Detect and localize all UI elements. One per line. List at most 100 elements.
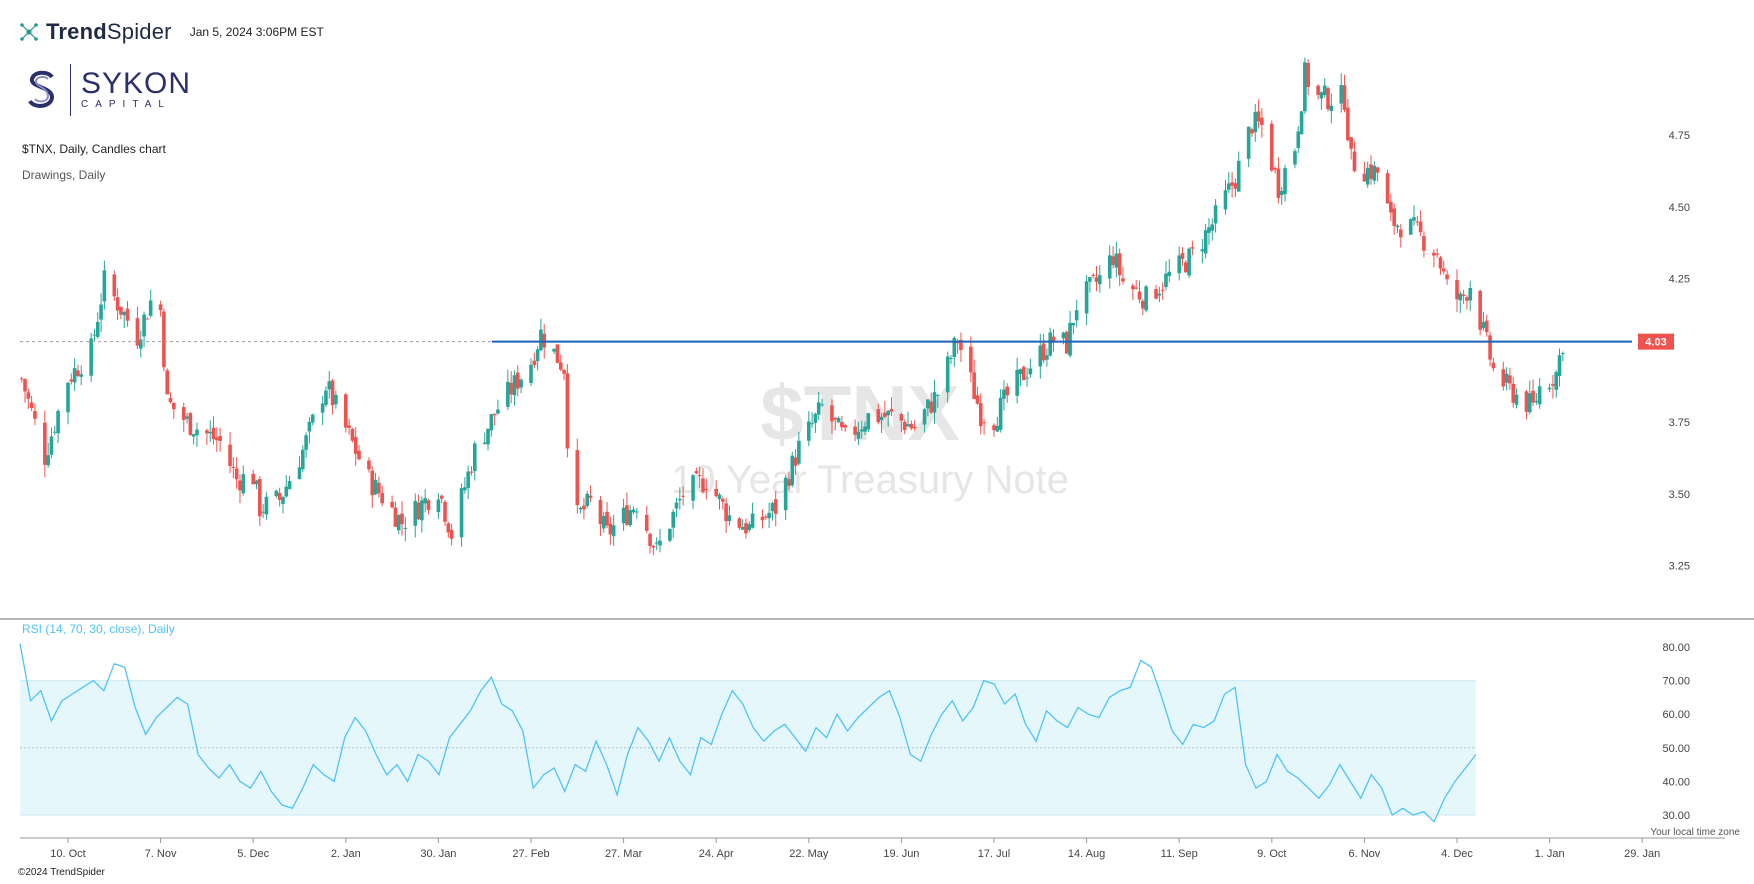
candle-body bbox=[1299, 111, 1304, 135]
sykon-s-mark-icon bbox=[28, 70, 55, 108]
candle-body bbox=[439, 495, 444, 499]
candle-body bbox=[691, 475, 695, 501]
chart-title: $TNX, Daily, Candles chart bbox=[22, 142, 166, 156]
candle-body bbox=[740, 526, 745, 530]
candle-body bbox=[320, 403, 325, 413]
candle-body bbox=[783, 477, 788, 511]
candle-body bbox=[542, 333, 547, 348]
candle-body bbox=[582, 505, 586, 510]
candle-body bbox=[307, 421, 312, 432]
candle-body bbox=[76, 370, 80, 377]
drawings-label[interactable]: Drawings, Daily bbox=[22, 168, 106, 182]
candle-body bbox=[631, 509, 636, 513]
candle-body bbox=[264, 496, 269, 515]
candle-body bbox=[565, 373, 570, 449]
candle-body bbox=[972, 372, 976, 400]
x-tick-label: 6. Nov bbox=[1349, 848, 1381, 860]
candle-body bbox=[506, 381, 510, 407]
candle-body bbox=[373, 479, 378, 495]
candle-body bbox=[162, 311, 166, 368]
candle-body bbox=[644, 514, 649, 531]
candle-body bbox=[952, 338, 957, 358]
candle-body bbox=[1385, 173, 1390, 204]
x-tick-label: 10. Oct bbox=[50, 848, 85, 860]
candle-body bbox=[350, 428, 355, 441]
candle-body bbox=[56, 410, 60, 434]
candle-body bbox=[1481, 321, 1486, 328]
price-tick-label: 4.50 bbox=[1669, 202, 1690, 214]
candle-body bbox=[168, 397, 173, 403]
candle-body bbox=[1319, 92, 1324, 99]
candle-body bbox=[1273, 167, 1277, 170]
candle-body bbox=[863, 426, 867, 432]
candle-body bbox=[704, 488, 709, 490]
candle-body bbox=[515, 372, 520, 389]
candle-body bbox=[906, 424, 910, 427]
candles-series[interactable] bbox=[19, 57, 1565, 556]
candle-body bbox=[1021, 366, 1026, 381]
candle-body bbox=[1250, 129, 1254, 134]
candle-body bbox=[1422, 236, 1426, 251]
x-tick-label: 2. Jan bbox=[331, 848, 361, 860]
rsi-label[interactable]: RSI (14, 70, 30, close), Daily bbox=[22, 622, 175, 636]
candle-body bbox=[747, 524, 752, 531]
candle-body bbox=[251, 473, 255, 485]
candle-body bbox=[135, 318, 140, 346]
rsi-tick-label: 50.00 bbox=[1662, 743, 1690, 755]
rsi-line-layer[interactable] bbox=[19, 643, 1477, 823]
candle-body bbox=[357, 450, 361, 460]
rsi-tick-label: 40.00 bbox=[1662, 776, 1690, 788]
candle-body bbox=[238, 480, 242, 491]
candle-body bbox=[1441, 268, 1446, 272]
candle-body bbox=[89, 338, 93, 376]
candle-body bbox=[1303, 62, 1307, 112]
candle-body bbox=[598, 500, 603, 525]
candle-body bbox=[188, 413, 193, 435]
candle-body bbox=[764, 516, 768, 518]
candle-body bbox=[1260, 117, 1264, 126]
candle-body bbox=[1537, 386, 1542, 405]
candle-body bbox=[532, 360, 537, 365]
candle-body bbox=[1408, 219, 1413, 235]
candle-body bbox=[1352, 151, 1357, 172]
candle-body bbox=[254, 480, 259, 485]
candle-body bbox=[1465, 297, 1469, 301]
candle-body bbox=[1362, 173, 1367, 182]
candle-body bbox=[1048, 332, 1053, 356]
candle-body bbox=[1213, 205, 1218, 224]
candle-body bbox=[367, 460, 371, 470]
candle-body bbox=[866, 413, 871, 430]
candle-body bbox=[770, 502, 775, 512]
candle-body bbox=[621, 507, 626, 524]
x-tick-label: 17. Jul bbox=[978, 848, 1010, 860]
candle-body bbox=[1227, 183, 1231, 190]
candle-body bbox=[370, 470, 375, 496]
candle-body bbox=[1203, 230, 1208, 254]
candle-body bbox=[694, 471, 699, 474]
candle-body bbox=[701, 478, 705, 492]
candle-body bbox=[195, 429, 199, 436]
candle-body bbox=[231, 466, 236, 469]
candle-body bbox=[29, 402, 34, 409]
candle-body bbox=[773, 499, 778, 514]
candle-body bbox=[330, 380, 335, 406]
candle-body bbox=[945, 356, 950, 393]
candle-body bbox=[625, 505, 629, 525]
candle-body bbox=[277, 492, 282, 500]
candle-body bbox=[935, 395, 940, 397]
logo-subtitle: CAPITAL bbox=[81, 99, 171, 110]
level-layer[interactable]: 4.03 bbox=[20, 333, 1674, 350]
candle-body bbox=[1534, 400, 1539, 403]
candle-body bbox=[1554, 372, 1559, 390]
candle-body bbox=[1514, 394, 1519, 405]
candle-body bbox=[883, 412, 887, 417]
candle-body bbox=[400, 513, 404, 525]
chart-timestamp: Jan 5, 2024 3:06PM EST bbox=[189, 25, 324, 39]
candle-body bbox=[1279, 190, 1284, 196]
candle-body bbox=[575, 450, 580, 506]
candle-body bbox=[585, 493, 590, 507]
candle-body bbox=[750, 513, 755, 528]
candle-body bbox=[1531, 390, 1535, 403]
candle-body bbox=[1511, 383, 1516, 403]
